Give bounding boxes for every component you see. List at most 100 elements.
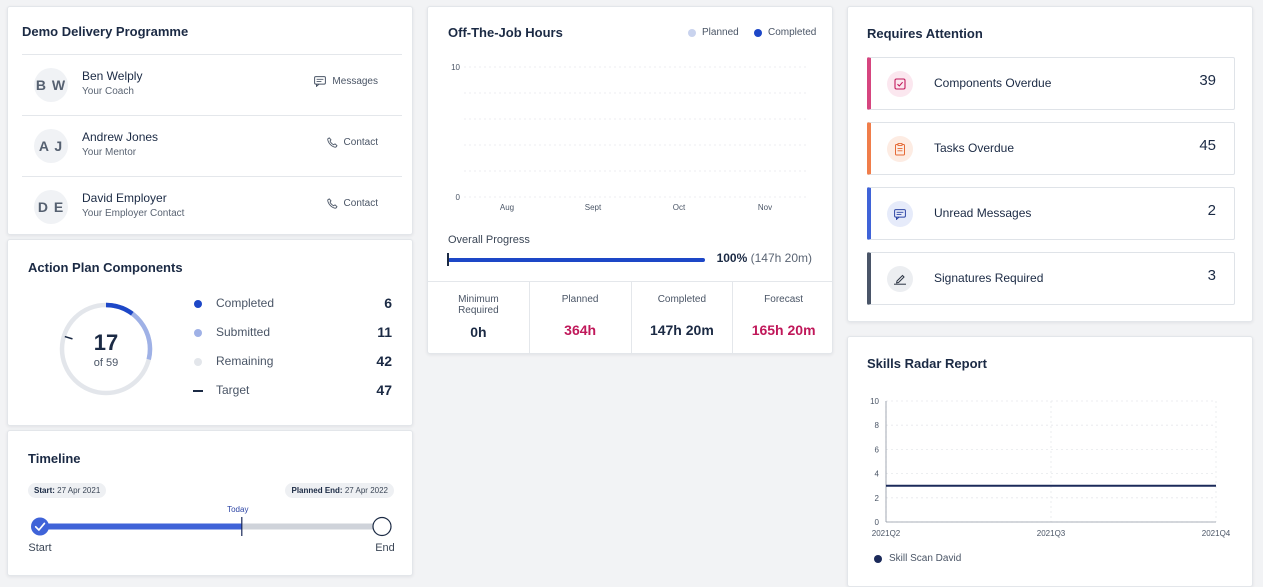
today-label: Today [227, 505, 248, 514]
overall-progress-label: Overall Progress [448, 234, 530, 246]
signature-icon [887, 266, 913, 292]
legend-label: Remaining [216, 354, 274, 368]
legend-label: Completed [216, 296, 275, 310]
legend-remaining: Remaining 42 [192, 353, 392, 371]
donut-center-value: 17 [94, 330, 118, 355]
stat-label: Completed [657, 294, 707, 305]
contact-role: Your Employer Contact [82, 208, 185, 219]
contact-name: David Employer [82, 191, 167, 205]
attention-count: 3 [1207, 267, 1216, 284]
contact-button[interactable]: Contact [326, 137, 378, 148]
stat-forecast: Forecast 165h 20m [733, 282, 832, 353]
overall-progress-start-tick [447, 253, 449, 266]
legend-label: Submitted [216, 325, 271, 339]
skills-xtick-label: 2021Q4 [1202, 529, 1231, 538]
donut-center-sub: of 59 [94, 357, 118, 369]
contact-button[interactable]: Contact [326, 198, 378, 209]
attention-label: Unread Messages [934, 206, 1032, 220]
skills-xtick-label: 2021Q2 [872, 529, 901, 538]
attention-tasks-overdue[interactable]: Tasks Overdue 45 [867, 122, 1235, 175]
otj-xtick-label: Nov [758, 203, 772, 212]
donut-target-marker [64, 335, 73, 340]
otj-stats: Minimum Required 0h Planned 364h Complet… [428, 281, 832, 353]
requires-attention-card: Requires Attention Components Overdue 39… [847, 6, 1253, 322]
skills-ytick-label: 4 [875, 470, 880, 479]
stat-value: 364h [564, 322, 597, 338]
timeline-start-label: Start [28, 542, 51, 554]
attention-count: 45 [1199, 137, 1216, 154]
legend-submitted: Submitted 11 [192, 324, 392, 342]
avatar: B W [34, 68, 68, 102]
check-icon [34, 522, 46, 531]
legend-completed-label: Completed [768, 27, 817, 38]
legend-value: 47 [376, 382, 392, 398]
overall-progress-bar [448, 258, 705, 262]
otj-bar-chart: 0 10 Aug Sept Oct Nov [451, 63, 808, 212]
start-date: 27 Apr 2021 [57, 486, 101, 495]
timeline-title: Timeline [28, 451, 81, 466]
contact-name: Ben Welply [82, 69, 143, 83]
attention-title: Requires Attention [867, 26, 983, 41]
legend-completed: Completed 6 [192, 295, 392, 313]
attention-unread-messages[interactable]: Unread Messages 2 [867, 187, 1235, 240]
legend-submitted-dot [194, 329, 202, 337]
legend-value: 11 [377, 324, 392, 340]
otj-ytick-label: 10 [451, 63, 460, 72]
stat-label: Forecast [764, 294, 804, 305]
timeline-end-pill: Planned End: 27 Apr 2022 [285, 483, 394, 498]
stat-minimum-required: Minimum Required 0h [428, 282, 530, 353]
skills-ytick-label: 10 [870, 397, 879, 406]
overall-percent: 100% [716, 251, 748, 265]
checkbox-icon [887, 71, 913, 97]
message-icon [314, 76, 327, 87]
programme-card: Demo Delivery Programme B W Ben Welply Y… [7, 6, 413, 235]
skills-xtick-label: 2021Q3 [1037, 529, 1066, 538]
end-date: 27 Apr 2022 [344, 486, 388, 495]
messages-label: Messages [332, 76, 378, 87]
skills-title: Skills Radar Report [867, 356, 987, 371]
otj-xtick-label: Aug [500, 203, 514, 212]
avatar: A J [34, 129, 68, 163]
skills-radar-card: Skills Radar Report 0 2 4 6 8 10 2021Q2 2021Q3 2… [847, 336, 1253, 587]
attention-signatures-required[interactable]: Signatures Required 3 [867, 252, 1235, 305]
contact-row-mentor: A J Andrew Jones Your Mentor Contact [22, 115, 402, 176]
skills-ytick-label: 8 [875, 421, 880, 430]
phone-icon [326, 137, 337, 148]
action-plan-title: Action Plan Components [28, 260, 183, 275]
messages-button[interactable]: Messages [314, 76, 378, 87]
start-prefix: Start: [34, 486, 55, 495]
stat-planned: Planned 364h [530, 282, 632, 353]
legend-completed-dot [754, 28, 762, 37]
skills-ytick-label: 2 [875, 494, 880, 503]
legend-target-dash [193, 390, 203, 392]
legend-planned-dot [688, 28, 696, 37]
end-prefix: Planned End: [291, 486, 343, 495]
avatar: D E [34, 190, 68, 224]
stat-label: Minimum Required [458, 294, 499, 316]
legend-planned: Planned [688, 27, 739, 38]
stat-value: 0h [470, 324, 487, 340]
legend-remaining-dot [194, 358, 202, 366]
attention-count: 39 [1199, 72, 1216, 89]
overall-detail: (147h 20m) [750, 251, 812, 265]
timeline-end-node [372, 516, 392, 537]
contact-row-employer: D E David Employer Your Employer Contact… [22, 176, 402, 234]
legend-target: Target 47 [192, 382, 392, 400]
attention-components-overdue[interactable]: Components Overdue 39 [867, 57, 1235, 110]
timeline-end-label: End [375, 542, 395, 554]
skills-ytick-label: 0 [875, 518, 880, 527]
contact-label: Contact [343, 137, 378, 148]
phone-icon [326, 198, 337, 209]
skills-ytick-label: 6 [875, 445, 880, 454]
donut-completed-arc [105, 302, 134, 316]
overall-progress-fill [448, 258, 705, 262]
contact-name: Andrew Jones [82, 130, 159, 144]
timeline-start-pill: Start: 27 Apr 2021 [28, 483, 107, 498]
legend-planned-label: Planned [702, 27, 739, 38]
timeline-card: Timeline Start: 27 Apr 2021 Planned End:… [7, 430, 413, 576]
attention-label: Tasks Overdue [934, 141, 1015, 155]
contact-row-coach: B W Ben Welply Your Coach Messages [22, 54, 402, 115]
skills-legend-label: Skill Scan David [889, 553, 962, 564]
timeline-start-node [31, 517, 49, 536]
otj-title: Off-The-Job Hours [448, 25, 563, 40]
